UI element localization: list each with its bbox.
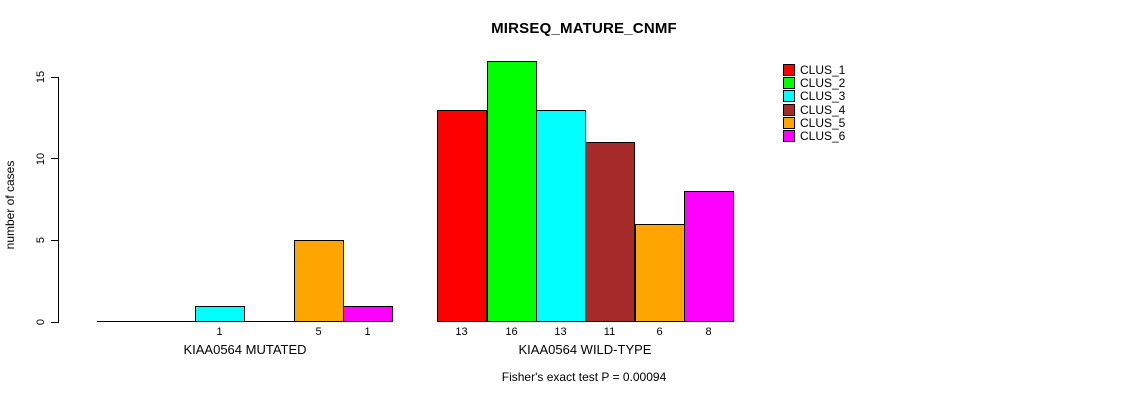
legend-item: CLUS_6 [783,129,846,144]
legend-swatch [783,90,795,103]
tick-mark [51,76,59,78]
y-axis-label: number of cases [3,160,17,250]
legend-swatch [783,76,795,89]
tick-label: 0 [35,318,47,326]
bar [684,191,734,322]
zero-height-bar [97,321,147,322]
bar-value-label: 13 [554,326,567,338]
legend-item: CLUS_4 [783,102,846,117]
tick-mark [51,239,59,241]
bar [343,306,393,322]
legend-label: CLUS_2 [800,75,846,90]
legend-item: CLUS_5 [783,116,846,131]
bar-value-label: 5 [315,326,322,338]
bar [195,306,245,322]
bar [585,142,635,322]
bar-value-label: 1 [364,326,371,338]
fisher-test-note: Fisher's exact test P = 0.00094 [501,370,667,384]
bar-value-label: 16 [505,326,518,338]
legend-label: CLUS_4 [800,102,846,117]
chart-title: MIRSEQ_MATURE_CNMF [491,20,677,37]
bar [487,61,537,322]
y-axis-line [58,77,59,323]
tick-label: 5 [35,237,47,244]
bar-value-label: 1 [216,326,223,338]
bar-value-label: 11 [603,326,616,338]
legend-swatch [783,117,795,130]
group-label: KIAA0564 MUTATED [183,342,307,357]
legend-label: CLUS_5 [800,116,846,131]
bar [635,224,685,322]
legend: CLUS_1 CLUS_2 CLUS_3 CLUS_4 CLUS_5 CLUS_6 [783,63,845,143]
legend-item: CLUS_2 [783,75,846,90]
legend-label: CLUS_1 [800,62,846,77]
bar-value-label: 13 [455,326,468,338]
legend-item: CLUS_3 [783,89,846,104]
tick-mark [51,158,59,160]
legend-swatch [783,130,795,143]
legend-swatch [783,63,795,76]
tick-label: 10 [35,152,47,165]
bar [294,240,344,322]
group-label: KIAA0564 WILD-TYPE [518,342,652,357]
bar-value-label: 6 [656,326,663,338]
zero-height-bar [245,321,295,322]
legend-swatch [783,103,795,116]
bar [437,110,487,322]
bar-value-label: 8 [705,326,712,338]
tick-mark [51,321,59,323]
bar [536,110,586,322]
zero-height-bar [146,321,196,322]
legend-label: CLUS_3 [800,89,846,104]
legend-item: CLUS_1 [783,62,846,77]
legend-label: CLUS_6 [800,129,846,144]
tick-label: 15 [35,70,47,84]
